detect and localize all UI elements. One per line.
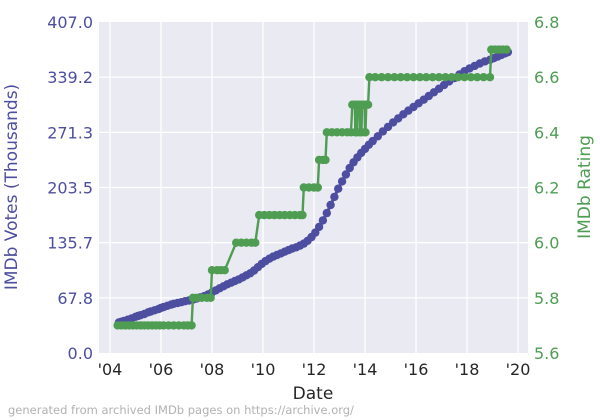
left-tick-label: 135.7 — [47, 234, 93, 253]
data-point — [396, 73, 405, 82]
data-point — [390, 73, 399, 82]
data-point — [402, 73, 412, 82]
data-point — [473, 73, 482, 82]
data-point — [341, 170, 351, 179]
x-tick-label: '04 — [98, 360, 123, 379]
data-point — [485, 73, 495, 82]
data-point — [383, 73, 393, 82]
data-point — [415, 73, 425, 82]
x-tick-label: '18 — [455, 360, 480, 379]
data-point — [460, 73, 469, 82]
x-tick-label: '06 — [149, 360, 174, 379]
data-point — [187, 321, 196, 330]
data-point — [361, 128, 370, 137]
x-tick-label: '16 — [404, 360, 429, 379]
right-axis-title: IMDb Rating — [575, 135, 595, 239]
data-point — [206, 293, 215, 302]
data-point — [365, 73, 374, 82]
x-axis-tick-labels: '04 '06 '08 '10 '12 '14 '16 '18 '20 — [98, 360, 531, 379]
left-axis-tick-labels: 0.0 67.8 135.7 203.5 271.3 339.2 407.0 — [47, 13, 93, 363]
data-point — [326, 200, 335, 210]
footer-note: generated from archived IMDb pages on ht… — [8, 403, 354, 417]
data-point — [334, 184, 343, 193]
data-point — [251, 238, 260, 247]
x-tick-label: '20 — [506, 360, 531, 379]
data-point — [453, 73, 463, 82]
data-point — [321, 155, 330, 165]
right-tick-label: 6.6 — [534, 68, 559, 87]
data-point — [434, 73, 444, 82]
rating-series — [113, 45, 511, 330]
data-point — [447, 73, 456, 82]
left-tick-label: 271.3 — [47, 123, 93, 142]
data-point — [422, 73, 431, 82]
data-point — [441, 73, 450, 82]
data-point — [479, 73, 488, 82]
x-tick-label: '10 — [251, 360, 276, 379]
right-tick-label: 6.4 — [534, 123, 559, 142]
left-tick-label: 407.0 — [47, 13, 93, 32]
right-tick-label: 5.8 — [534, 289, 559, 308]
right-axis-tick-labels: 5.6 5.8 6.0 6.2 6.4 6.6 6.8 — [534, 13, 559, 363]
data-point — [377, 73, 386, 82]
data-point — [220, 266, 229, 275]
left-axis-title: IMDb Votes (Thousands) — [2, 84, 22, 290]
right-tick-label: 6.0 — [534, 234, 559, 253]
data-point — [428, 73, 437, 82]
data-point — [363, 100, 373, 109]
data-point — [298, 210, 307, 220]
data-point — [409, 73, 418, 82]
x-tick-label: '14 — [353, 360, 378, 379]
right-tick-label: 5.6 — [534, 344, 559, 363]
data-point — [371, 73, 380, 82]
x-tick-label: '12 — [302, 360, 327, 379]
left-tick-label: 0.0 — [68, 344, 93, 363]
data-point — [466, 73, 476, 82]
x-axis-title: Date — [293, 384, 334, 404]
right-tick-label: 6.8 — [534, 13, 559, 32]
data-point — [313, 183, 322, 192]
x-tick-label: '08 — [200, 360, 225, 379]
data-point — [318, 216, 328, 225]
right-tick-label: 6.2 — [534, 179, 559, 198]
left-tick-label: 339.2 — [47, 68, 93, 87]
data-point — [502, 45, 511, 54]
left-tick-label: 67.8 — [57, 289, 93, 308]
data-point — [314, 222, 324, 232]
data-point — [330, 192, 339, 202]
left-tick-label: 203.5 — [47, 179, 93, 198]
data-point — [337, 177, 347, 186]
data-point — [322, 208, 331, 218]
